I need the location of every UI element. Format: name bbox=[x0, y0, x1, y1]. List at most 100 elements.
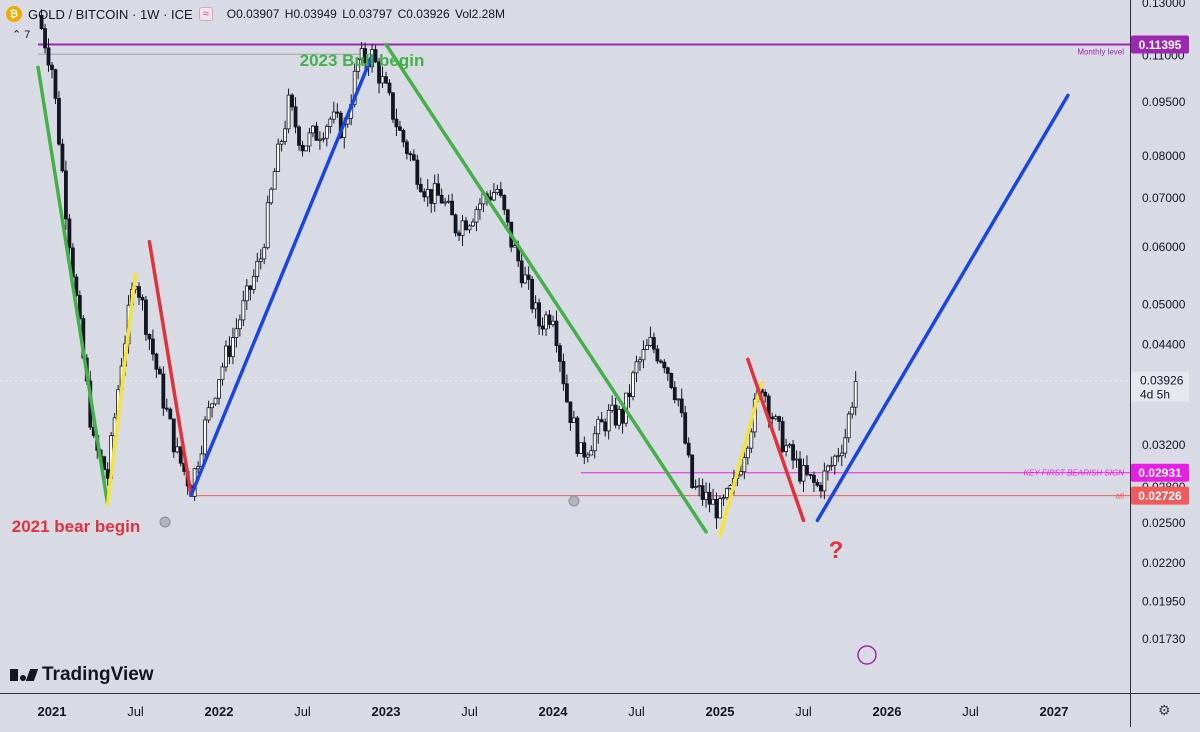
candle-body bbox=[853, 380, 858, 408]
candle-body bbox=[610, 404, 615, 411]
candle-body bbox=[565, 383, 569, 403]
candle-body bbox=[725, 488, 729, 498]
level-text: KEY FIRST BEARISH SIGN bbox=[1024, 469, 1125, 478]
candle-body bbox=[387, 82, 392, 94]
x-tick-label: 2024 bbox=[539, 704, 569, 719]
candle-body bbox=[150, 338, 155, 355]
candle-body bbox=[606, 409, 611, 432]
chevron-up-icon: ⌃ bbox=[12, 29, 22, 41]
candle-body bbox=[286, 94, 291, 130]
candle-body bbox=[321, 137, 326, 140]
candle-body bbox=[144, 299, 148, 335]
candle-body bbox=[770, 416, 775, 420]
candle-body bbox=[561, 361, 566, 385]
candle-body bbox=[641, 349, 646, 361]
candle-body bbox=[457, 232, 461, 236]
symbol-icon: ₿ bbox=[6, 6, 22, 22]
candle-body bbox=[352, 70, 357, 105]
candle-body bbox=[582, 442, 587, 458]
candle-body bbox=[411, 154, 416, 161]
candle-body bbox=[502, 195, 507, 211]
candle-body bbox=[391, 92, 395, 120]
y-tick-label: 0.08000 bbox=[1142, 149, 1186, 163]
candle-body bbox=[613, 404, 618, 426]
trend-line bbox=[384, 42, 708, 534]
y-tick-label: 0.02500 bbox=[1142, 516, 1186, 530]
candle-body bbox=[251, 276, 256, 290]
annotations: 2023 Bull begin 2021 bear begin? bbox=[12, 51, 877, 665]
candle-body bbox=[801, 465, 806, 482]
x-tick-label: 2025 bbox=[706, 704, 735, 719]
candle-body bbox=[279, 141, 284, 145]
symbol-label[interactable]: GOLD / BITCOIN · 1W · ICE bbox=[28, 6, 193, 22]
candle-body bbox=[384, 76, 388, 84]
tradingview-logo[interactable]: TradingView bbox=[10, 664, 154, 686]
candle-body bbox=[812, 474, 816, 483]
candle-body bbox=[171, 418, 176, 453]
candle-body bbox=[662, 361, 667, 369]
candle-body bbox=[453, 214, 458, 234]
candle-body bbox=[530, 279, 535, 310]
y-tick-label: 0.02200 bbox=[1142, 556, 1186, 570]
candle-body bbox=[311, 125, 315, 134]
candle-body bbox=[422, 191, 427, 198]
candle-body bbox=[314, 125, 319, 141]
trend-line bbox=[718, 380, 764, 538]
candle-body bbox=[575, 417, 580, 454]
candle-body bbox=[474, 209, 479, 223]
trend-line bbox=[36, 65, 110, 507]
candle-body bbox=[749, 431, 754, 449]
candle-body bbox=[825, 465, 830, 472]
candle-body bbox=[558, 345, 562, 362]
candle-body bbox=[495, 189, 500, 193]
candle-body bbox=[620, 408, 625, 424]
level-text: atl bbox=[1116, 492, 1125, 501]
candle-body bbox=[512, 245, 517, 248]
candle-body bbox=[596, 419, 601, 435]
candle-body bbox=[645, 345, 649, 350]
candle-body bbox=[589, 450, 594, 456]
candle-body bbox=[815, 481, 820, 486]
candle-body bbox=[213, 397, 218, 405]
candle-body bbox=[686, 442, 691, 456]
candle-body bbox=[655, 348, 660, 362]
candle-body bbox=[498, 189, 503, 196]
candle-body bbox=[784, 445, 789, 452]
candle-body bbox=[439, 194, 444, 204]
compare-badge[interactable]: ≈ bbox=[198, 7, 213, 21]
y-tick-label: 0.06000 bbox=[1142, 240, 1186, 254]
candle-body bbox=[850, 406, 855, 415]
candle-body bbox=[324, 126, 329, 139]
candle-body bbox=[272, 171, 277, 190]
candle-body bbox=[404, 141, 409, 154]
candle-body bbox=[738, 471, 743, 476]
candle-body bbox=[547, 314, 552, 325]
indicator-toggle[interactable]: ⌃ 7 bbox=[12, 28, 30, 41]
candle-body bbox=[401, 130, 406, 143]
candle-body bbox=[780, 421, 785, 452]
y-tick-label: 0.04400 bbox=[1142, 338, 1186, 352]
x-tick-label: Jul bbox=[962, 704, 979, 719]
candle-body bbox=[505, 209, 510, 223]
candle-body bbox=[631, 372, 635, 397]
candle-body bbox=[808, 474, 813, 476]
candle-body bbox=[450, 200, 455, 216]
candle-body bbox=[798, 458, 802, 482]
settings-gear-icon[interactable]: ⚙ bbox=[1158, 702, 1171, 718]
trend-line bbox=[815, 93, 1070, 523]
candle-body bbox=[220, 366, 225, 381]
candle-body bbox=[443, 201, 448, 204]
x-tick-label: 2027 bbox=[1040, 704, 1069, 719]
x-tick-label: Jul bbox=[461, 704, 478, 719]
candle-body bbox=[763, 391, 768, 397]
candle-body bbox=[408, 153, 413, 156]
candle-body bbox=[648, 337, 653, 346]
candle-body bbox=[248, 285, 253, 290]
y-tick-label: 0.03200 bbox=[1142, 438, 1186, 452]
candle-body bbox=[398, 126, 402, 131]
candle-body bbox=[363, 48, 368, 64]
candle-body bbox=[592, 433, 597, 452]
candle-body bbox=[154, 353, 159, 370]
